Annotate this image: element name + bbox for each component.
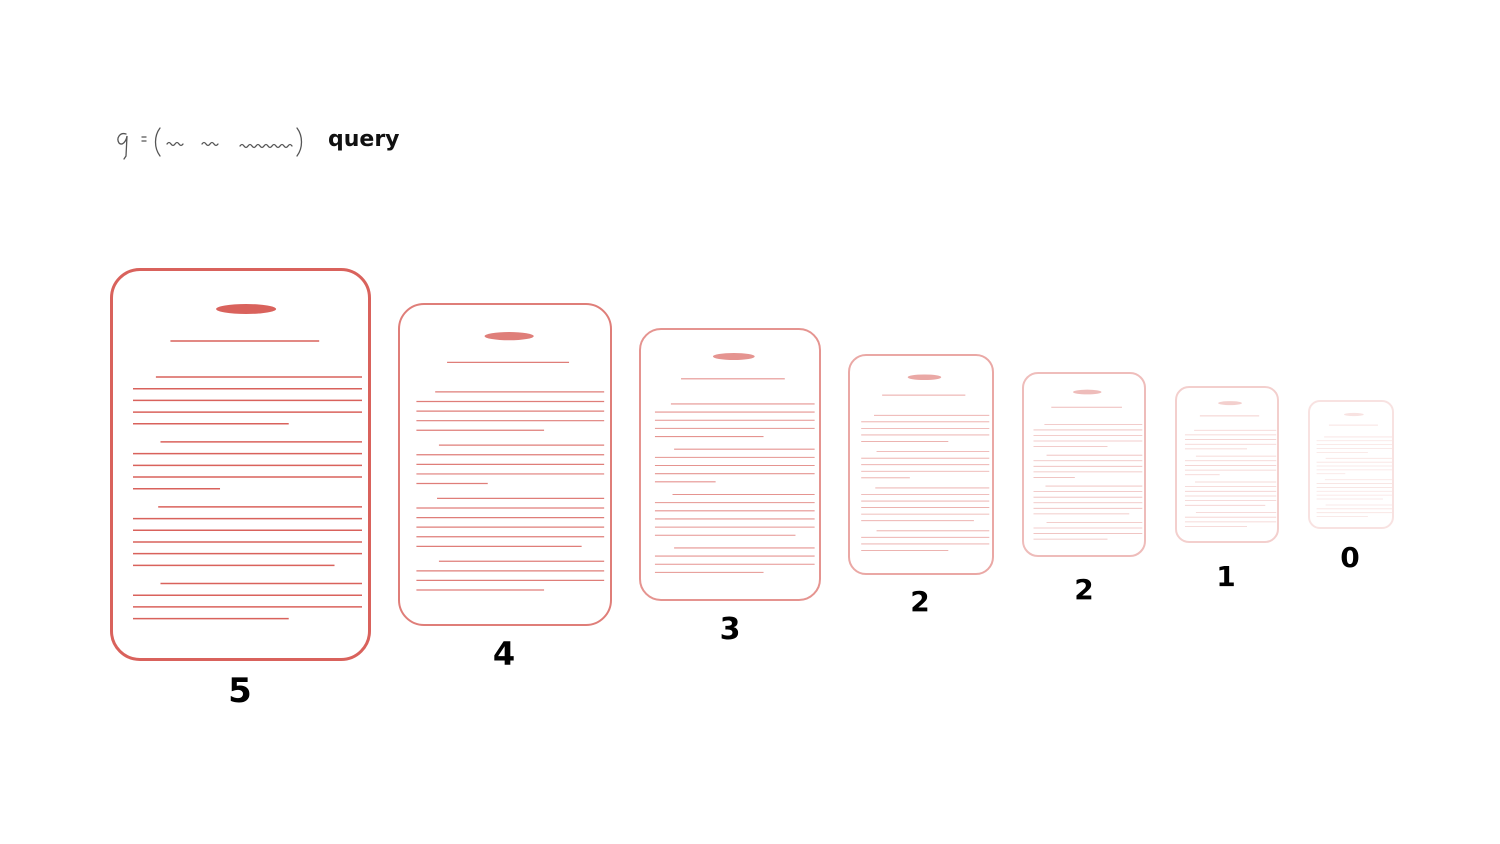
document-title-mark — [484, 332, 534, 341]
document-card — [1022, 372, 1146, 557]
relevance-score-label: 2 — [1074, 573, 1094, 607]
document-card — [1175, 386, 1279, 543]
relevance-score-label: 0 — [1340, 541, 1360, 575]
relevance-score-label: 5 — [228, 671, 252, 712]
document-title-mark — [712, 353, 755, 360]
document-card — [848, 354, 994, 575]
document-card — [398, 303, 612, 626]
document-content — [1184, 401, 1277, 527]
relevance-score-label: 1 — [1216, 560, 1236, 594]
document-title-mark — [1072, 389, 1102, 395]
document-title-mark — [1343, 412, 1364, 417]
document-title-mark — [216, 304, 277, 314]
relevance-score-label: 3 — [719, 611, 741, 647]
relevance-score-label: 4 — [492, 634, 516, 673]
document-content — [861, 374, 990, 551]
document-content — [416, 332, 605, 591]
query-formula-handwritten — [117, 127, 303, 160]
query-label: query — [328, 127, 400, 152]
relevance-score-label: 2 — [910, 585, 930, 619]
document-content — [133, 304, 362, 620]
document-content — [1033, 389, 1143, 540]
document-title-mark — [907, 374, 942, 381]
document-content — [654, 353, 815, 573]
document-card — [639, 328, 821, 601]
document-content — [1316, 412, 1393, 517]
document-card — [110, 268, 371, 661]
document-title-mark — [1218, 401, 1242, 406]
document-card — [1308, 400, 1394, 529]
